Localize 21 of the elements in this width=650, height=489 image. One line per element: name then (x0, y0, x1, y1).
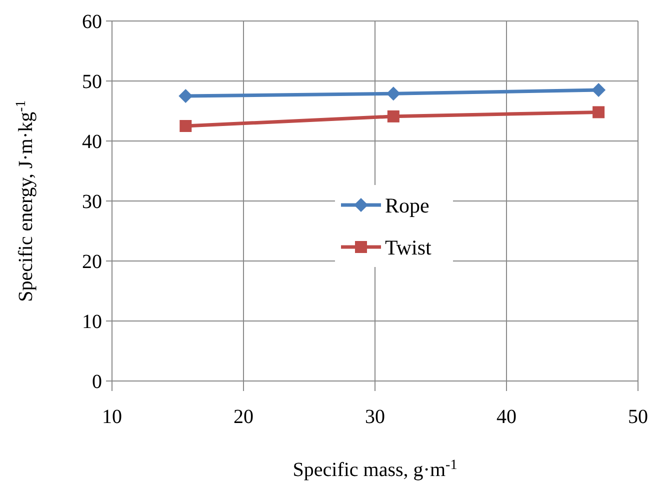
point (178, 89, 193, 103)
point (592, 83, 606, 97)
point (592, 106, 605, 118)
y-tick-label: 40 (82, 131, 102, 153)
x-tick-label: 40 (496, 406, 516, 428)
legend-label: Rope (385, 193, 430, 218)
x-tick-label: 10 (102, 406, 122, 428)
x-axis-title: Specific mass, g·m$^{-1}$ (292, 458, 458, 481)
y-tick-label: 10 (82, 311, 102, 333)
legend-label: Twist (385, 235, 432, 260)
point (180, 120, 192, 132)
x-tick-label: 30 (365, 406, 385, 428)
y-tick-label: 20 (82, 251, 102, 273)
y-tick-label: 0 (92, 371, 102, 393)
y-tick-label: 60 (82, 11, 102, 33)
y-tick-label: 50 (82, 71, 102, 93)
point (387, 110, 400, 122)
y-tick-label: 30 (82, 191, 102, 213)
x-tick-label: 20 (234, 406, 254, 428)
point (386, 86, 400, 101)
x-tick-label: 50 (628, 406, 648, 428)
